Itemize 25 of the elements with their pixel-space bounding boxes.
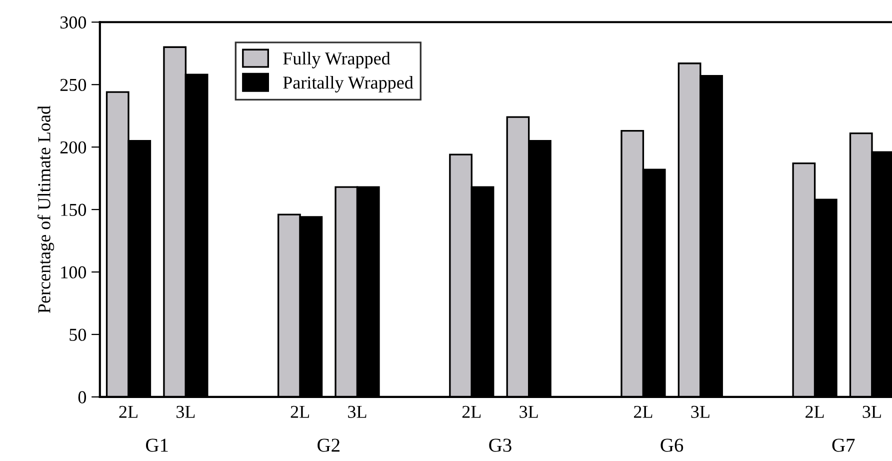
x-tick-label: 3L <box>691 406 710 418</box>
x-tick-label: 3L <box>176 406 195 418</box>
y-axis-title: Percentage of Ultimate Load <box>37 106 54 314</box>
y-tick-label: 100 <box>61 266 86 278</box>
x-tick-label: 3L <box>348 406 366 418</box>
text: G2 <box>318 438 340 452</box>
x-tick-label: 2L <box>119 406 138 418</box>
x-tick-label: 3L <box>862 406 881 418</box>
x-tick-label: 2L <box>462 406 481 418</box>
y-tick-label: 250 <box>60 78 86 92</box>
x-tick-label: 2L <box>806 406 824 418</box>
x-tick-label: 2L <box>290 406 310 418</box>
legend-label: Paritally Wrapped <box>283 76 414 92</box>
y-tick-label: 150 <box>61 204 86 216</box>
text: G7 <box>832 438 855 452</box>
x-tick-label: 3L <box>520 406 538 418</box>
text: G3 <box>489 438 512 452</box>
text: G1 <box>146 438 168 452</box>
y-tick-label: 200 <box>60 141 86 154</box>
y-tick-label: 50 <box>70 328 86 341</box>
y-tick-label: 300 <box>60 16 86 29</box>
x-tick-label: 2L <box>634 406 652 418</box>
y-tick-label: 0 <box>78 391 86 404</box>
legend-label: Fully Wrapped <box>283 52 390 68</box>
text: G6 <box>660 438 684 452</box>
